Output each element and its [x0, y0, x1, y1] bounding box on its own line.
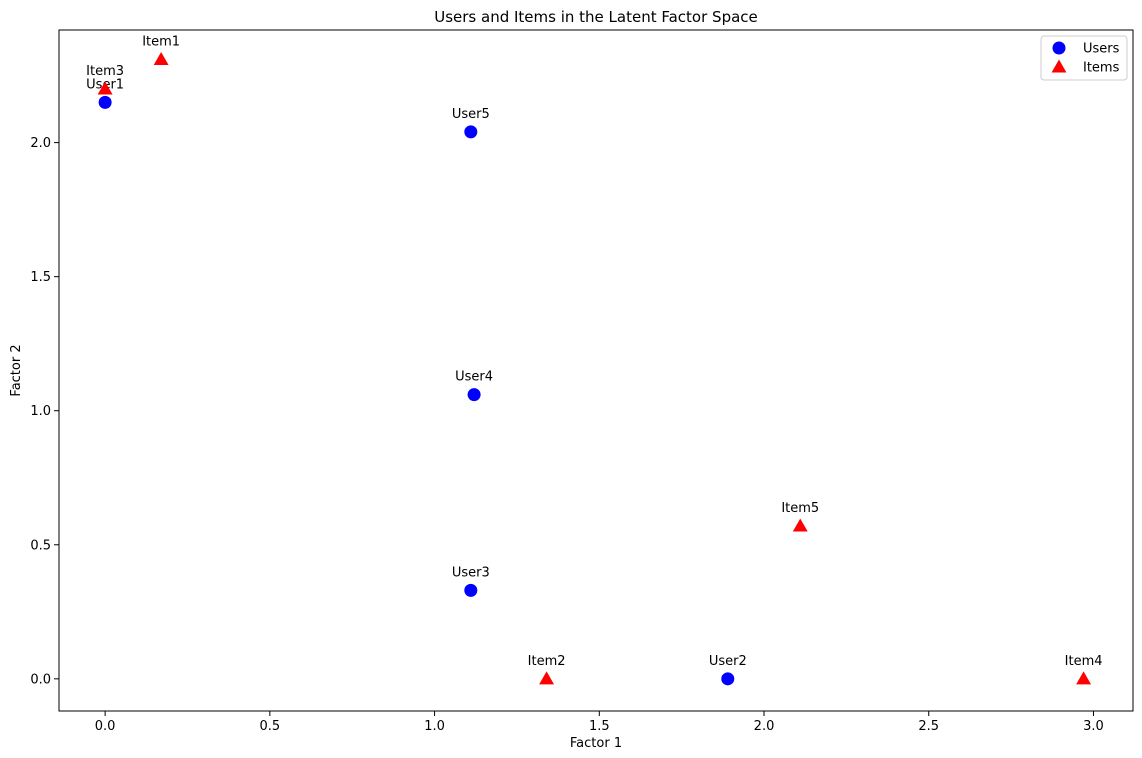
- user2-label: User2: [709, 654, 747, 669]
- item1-label: Item1: [142, 34, 180, 49]
- x-tick-label: 2.5: [918, 719, 939, 734]
- x-tick-label: 0.5: [260, 719, 281, 734]
- x-tick-label: 1.0: [424, 719, 445, 734]
- user3-label: User3: [452, 565, 490, 580]
- legend-items-marker: [1051, 59, 1067, 73]
- item2-label: Item2: [528, 654, 566, 669]
- item5-marker: [792, 518, 808, 532]
- user4-label: User4: [455, 370, 493, 385]
- y-axis-label: Factor 2: [9, 344, 24, 396]
- plot-area: [58, 29, 1134, 712]
- y-tick-label: 1.5: [30, 270, 51, 285]
- item1-marker: [153, 52, 169, 66]
- y-tick-label: 0.5: [30, 538, 51, 553]
- user2-marker: [721, 672, 735, 686]
- y-tick-label: 1.0: [30, 404, 51, 419]
- user3-marker: [464, 583, 478, 597]
- data-points: User1User2User3User4User5Item1Item2Item3…: [86, 34, 1103, 686]
- y-axis: 0.0 0.5 1.0 1.5 2.0: [30, 136, 59, 687]
- legend-users-label: Users: [1083, 42, 1120, 57]
- x-tick-label: 0.0: [95, 719, 116, 734]
- legend-users-marker: [1052, 41, 1066, 55]
- item3-label: Item3: [86, 64, 124, 79]
- user4-marker: [467, 388, 481, 402]
- x-tick-label: 3.0: [1083, 719, 1104, 734]
- y-tick-label: 2.0: [30, 136, 51, 151]
- legend-items-label: Items: [1083, 61, 1120, 76]
- x-axis: 0.0 0.5 1.0 1.5 2.0 2.5 3.0: [95, 711, 1104, 734]
- x-tick-label: 2.0: [754, 719, 775, 734]
- user1-marker: [98, 95, 112, 109]
- item4-label: Item4: [1065, 654, 1103, 669]
- legend: Users Items: [1040, 35, 1128, 81]
- item3-marker: [97, 81, 113, 95]
- y-tick-label: 0.0: [30, 672, 51, 687]
- item2-marker: [539, 671, 555, 685]
- x-tick-label: 1.5: [589, 719, 610, 734]
- item4-marker: [1076, 671, 1092, 685]
- item5-label: Item5: [781, 501, 819, 516]
- x-axis-label: Factor 1: [570, 736, 622, 751]
- user5-label: User5: [452, 107, 490, 122]
- user5-marker: [464, 125, 478, 139]
- chart-title: Users and Items in the Latent Factor Spa…: [434, 8, 758, 26]
